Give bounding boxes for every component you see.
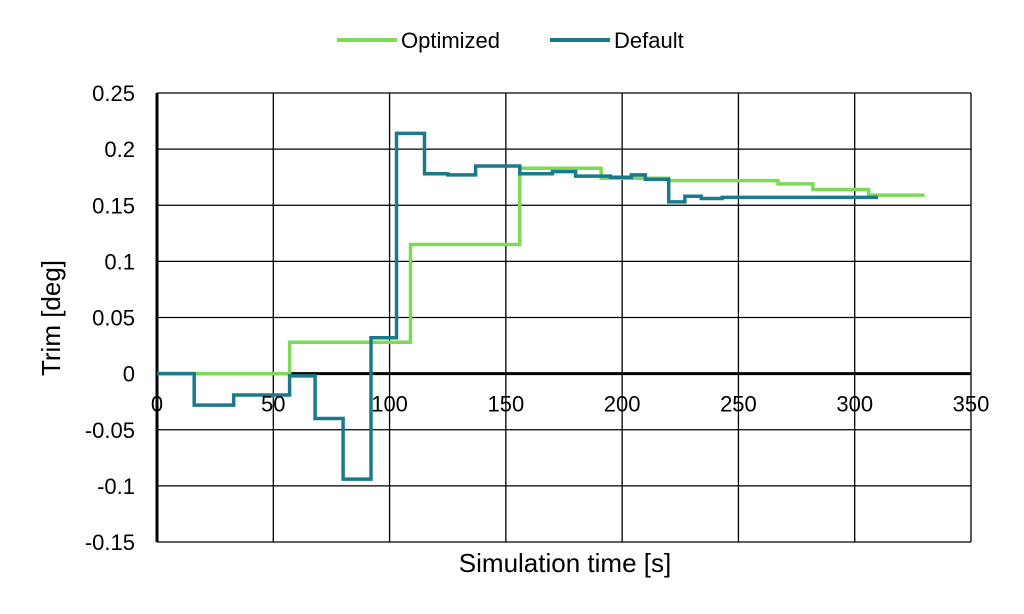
series-line-optimized — [157, 166, 925, 376]
y-axis-title: Trim [deg] — [36, 260, 66, 376]
legend: Optimized Default — [337, 28, 684, 53]
x-tick-label: 350 — [953, 392, 990, 417]
legend-label-optimized: Optimized — [401, 28, 500, 53]
y-tick-label: 0.1 — [104, 249, 135, 274]
x-axis-title: Simulation time [s] — [459, 548, 671, 578]
x-tick-label: 200 — [604, 392, 641, 417]
x-tick-label: 50 — [261, 392, 285, 417]
y-tick-label: -0.05 — [85, 418, 135, 443]
y-tick-label: 0.25 — [92, 81, 135, 106]
series-layer — [157, 131, 925, 481]
y-tick-label: -0.1 — [97, 474, 135, 499]
x-tick-label: 0 — [151, 392, 163, 417]
tick-label-layer: 0 50 100 150 200 250 300 350 0.25 0.2 0.15 0.1 0.05 0… — [85, 81, 990, 555]
x-tick-label: 150 — [487, 392, 524, 417]
y-tick-label: 0 — [123, 362, 135, 387]
series-line-default — [157, 131, 878, 481]
x-tick-label: 250 — [720, 392, 757, 417]
x-tick-label: 300 — [836, 392, 873, 417]
y-tick-label: 0.15 — [92, 193, 135, 218]
legend-label-default: Default — [614, 28, 684, 53]
y-tick-label: 0.2 — [104, 137, 135, 162]
grid-layer — [156, 92, 972, 543]
y-tick-label: 0.05 — [92, 306, 135, 331]
y-tick-label: -0.15 — [85, 530, 135, 555]
x-tick-label: 100 — [371, 392, 408, 417]
axis-layer — [155, 93, 971, 542]
